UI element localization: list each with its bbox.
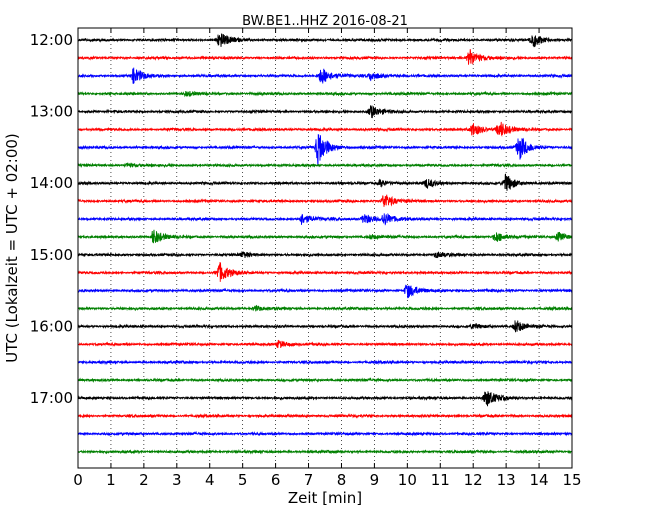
trace-1330 [77,134,573,166]
x-tick-label-0: 0 [73,471,83,489]
y-tick-label-1: 13:00 [30,103,73,121]
chart-title: BW.BE1..HHZ 2016-08-21 [242,14,408,29]
x-tick-label-4: 4 [205,471,215,489]
x-axis-ticks: 0 1 2 3 4 5 6 7 8 9 10 11 12 13 14 15 [73,28,582,489]
x-tick-label-11: 11 [431,471,450,489]
trace-1615 [77,339,573,349]
trace-1200 [77,33,573,48]
x-tick-label-2: 2 [139,471,149,489]
x-tick-label-13: 13 [497,471,516,489]
y-tick-label-5: 17:00 [30,389,73,407]
trace-1215 [77,49,573,65]
plot-frame [77,27,573,469]
trace-1730 [77,430,573,437]
x-tick-label-9: 9 [370,471,380,489]
x-axis-label: Zeit [min] [288,489,362,507]
trace-1515 [77,262,573,282]
trace-1315 [77,121,573,137]
trace-1715 [77,413,573,419]
x-tick-label-5: 5 [238,471,248,489]
x-tick-label-8: 8 [337,471,347,489]
trace-1445 [77,229,573,244]
trace-1630 [77,359,573,366]
x-tick-label-12: 12 [464,471,483,489]
trace-1300 [77,105,573,119]
trace-1500 [77,251,573,259]
trace-1530 [77,284,573,299]
trace-1415 [77,194,573,207]
x-tick-label-1: 1 [106,471,116,489]
trace-1345 [77,162,573,169]
trace-1400 [77,173,573,191]
trace-1430 [77,212,573,226]
trace-1745 [77,448,573,455]
y-axis-label: UTC (Lokalzeit = UTC + 02:00) [3,133,21,363]
y-tick-label-3: 15:00 [30,246,73,264]
trace-1645 [77,377,573,383]
trace-group [77,33,573,455]
trace-1600 [77,320,573,333]
x-gridlines [110,28,540,468]
trace-1700 [77,391,573,407]
y-tick-label-4: 16:00 [30,317,73,335]
trace-1230 [77,67,573,85]
y-tick-label-2: 14:00 [30,174,73,192]
trace-1545 [77,304,573,312]
x-tick-label-15: 15 [562,471,581,489]
y-tick-label-0: 12:00 [30,31,73,49]
trace-1245 [77,90,573,98]
x-tick-label-3: 3 [172,471,182,489]
x-tick-label-14: 14 [530,471,549,489]
x-tick-label-6: 6 [271,471,281,489]
x-tick-label-7: 7 [304,471,314,489]
y-axis-ticks: 12:00 13:00 14:00 15:00 16:00 17:00 [30,31,572,407]
x-tick-label-10: 10 [398,471,417,489]
